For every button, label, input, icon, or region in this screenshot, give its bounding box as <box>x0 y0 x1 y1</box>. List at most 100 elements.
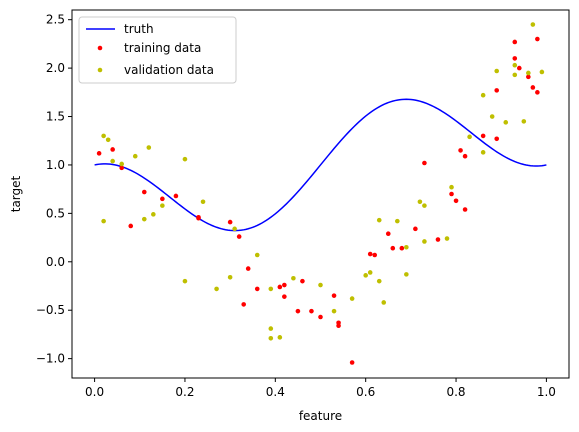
validation-point-44 <box>512 72 518 78</box>
validation-point-21 <box>291 275 296 281</box>
training-point-33 <box>453 198 459 204</box>
x-axis: 0.0 0.2 0.4 0.6 0.8 1.0 <box>85 378 556 399</box>
validation-point-48 <box>530 22 536 27</box>
training-point-36 <box>462 207 468 212</box>
validation-point-33 <box>417 199 423 205</box>
validation-point-35 <box>422 203 427 208</box>
validation-point-49 <box>539 69 545 75</box>
training-point-4 <box>141 189 147 195</box>
legend-label: training data <box>124 41 201 55</box>
validation-point-47 <box>526 70 531 76</box>
training-point-16 <box>295 308 301 314</box>
training-point-35 <box>462 153 468 159</box>
validation-point-20 <box>277 335 283 340</box>
training-point-41 <box>512 39 518 45</box>
training-point-46 <box>535 90 540 95</box>
validation-point-17 <box>268 335 274 341</box>
validation-point-31 <box>404 244 409 250</box>
training-point-31 <box>435 237 441 242</box>
x-tick-label: 0.0 <box>85 385 104 399</box>
validation-point-13 <box>214 286 219 292</box>
training-point-29 <box>413 226 418 232</box>
y-tick-label: 1.5 <box>46 110 65 124</box>
validation-point-43 <box>503 120 509 125</box>
legend-frame <box>78 16 237 84</box>
legend-label: truth <box>124 22 154 36</box>
training-point-13 <box>277 284 283 290</box>
validation-point-7 <box>146 145 152 150</box>
y-tick-label: 2.0 <box>46 61 65 75</box>
validation-point-14 <box>227 274 233 280</box>
y-tick-label: −1.0 <box>36 352 65 366</box>
x-tick-label: 0.4 <box>266 385 285 399</box>
training-point-14 <box>282 282 287 288</box>
training-point-15 <box>282 294 287 299</box>
validation-point-38 <box>467 134 472 140</box>
validation-point-12 <box>200 199 206 205</box>
training-point-27 <box>390 245 396 251</box>
y-tick-label: 0.5 <box>46 206 65 220</box>
training-point-44 <box>530 85 536 90</box>
y-tick-label: 1.0 <box>46 158 65 172</box>
training-point-30 <box>422 160 427 166</box>
validation-point-6 <box>141 216 147 222</box>
training-point-10 <box>241 302 246 307</box>
validation-point-27 <box>376 278 382 284</box>
y-tick-label: 0.0 <box>46 255 65 269</box>
validation-point-5 <box>132 153 138 159</box>
validation-point-0 <box>101 133 106 139</box>
validation-point-28 <box>376 217 382 223</box>
validation-point-32 <box>404 272 409 277</box>
validation-point-1 <box>101 218 106 224</box>
legend: truth training data validation data <box>78 16 237 84</box>
training-point-40 <box>512 56 518 61</box>
training-point-1 <box>110 147 115 152</box>
training-point-45 <box>535 36 540 42</box>
validation-point-34 <box>422 239 427 244</box>
validation-point-18 <box>268 326 274 331</box>
validation-point-2 <box>105 137 111 143</box>
validation-point-16 <box>254 252 260 258</box>
training-point-20 <box>331 293 337 298</box>
training-point-26 <box>385 231 391 237</box>
legend-label: validation data <box>124 63 214 77</box>
training-point-8 <box>227 219 233 225</box>
validation-point-41 <box>489 114 495 119</box>
validation-point-4 <box>119 161 124 167</box>
validation-point-10 <box>182 156 188 162</box>
validation-point-30 <box>395 218 400 224</box>
training-point-47 <box>196 214 201 220</box>
training-point-42 <box>517 65 522 71</box>
training-point-43 <box>526 74 531 80</box>
validation-point-26 <box>367 270 373 275</box>
legend-swatch-validation <box>97 67 103 73</box>
x-tick-label: 0.2 <box>175 385 194 399</box>
training-point-6 <box>173 193 179 199</box>
validation-point-24 <box>349 296 355 301</box>
y-tick-label: −0.5 <box>36 303 65 317</box>
training-point-0 <box>96 151 102 156</box>
validation-point-25 <box>363 273 368 278</box>
x-axis-label: feature <box>299 409 342 423</box>
training-point-12 <box>254 286 260 292</box>
validation-point-42 <box>494 68 500 74</box>
training-point-37 <box>480 133 486 139</box>
x-tick-label: 0.8 <box>446 385 465 399</box>
y-axis: −1.0 −0.5 0.0 0.5 1.0 1.5 2.0 2.5 <box>36 13 72 366</box>
training-point-11 <box>245 266 251 271</box>
training-point-39 <box>494 88 500 93</box>
validation-point-15 <box>232 226 237 232</box>
y-axis-label: target <box>9 175 23 212</box>
validation-point-29 <box>381 300 387 305</box>
training-point-9 <box>236 234 242 239</box>
training-point-5 <box>160 196 165 202</box>
training-point-34 <box>458 148 463 153</box>
training-point-24 <box>367 251 373 257</box>
validation-point-22 <box>318 282 323 288</box>
validation-point-11 <box>182 278 188 284</box>
x-tick-label: 1.0 <box>537 385 556 399</box>
validation-point-3 <box>110 158 115 164</box>
training-point-38 <box>494 136 500 142</box>
validation-point-39 <box>480 150 486 155</box>
